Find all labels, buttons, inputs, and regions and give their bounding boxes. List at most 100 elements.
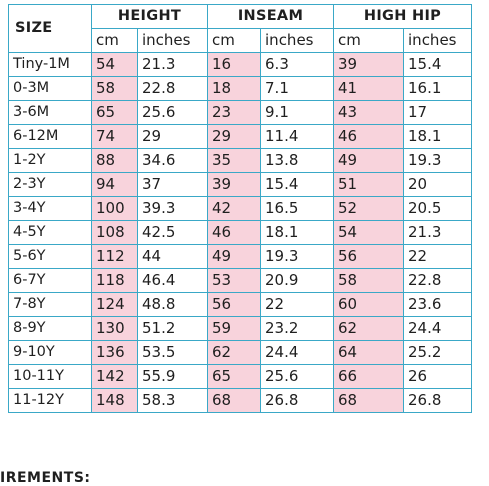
height-cm-cell: 124 [91, 292, 138, 317]
unit-label: inches [136, 28, 209, 53]
table-row: 10-11Y 142 55.9 65 25.6 66 26 [8, 364, 473, 389]
height-cm-cell: 142 [91, 364, 138, 389]
inseam-inches-cell: 24.4 [260, 340, 335, 365]
size-cell: 8-9Y [8, 316, 92, 341]
unit-label: cm [333, 28, 405, 53]
inseam-cm-cell: 46 [207, 220, 262, 245]
size-cell: 1-2Y [8, 148, 92, 173]
height-cm-cell: 118 [91, 268, 138, 293]
height-cm-cell: 88 [91, 148, 138, 173]
height-inches-cell: 21.3 [136, 52, 209, 77]
high-hip-cm-cell: 64 [333, 340, 405, 365]
height-cm-cell: 112 [91, 244, 138, 269]
inseam-cm-cell: 29 [207, 124, 262, 149]
inseam-inches-cell: 26.8 [260, 388, 335, 413]
size-cell: 3-4Y [8, 196, 92, 221]
height-inches-cell: 34.6 [136, 148, 209, 173]
height-inches-cell: 44 [136, 244, 209, 269]
high-hip-inches-cell: 17 [403, 100, 473, 125]
height-cm-cell: 130 [91, 316, 138, 341]
inseam-inches-cell: 23.2 [260, 316, 335, 341]
inseam-inches-cell: 16.5 [260, 196, 335, 221]
high-hip-inches-cell: 18.1 [403, 124, 473, 149]
size-chart-body: Tiny-1M 54 21.3 16 6.3 39 15.4 0-3M 58 22.8 18 7.1 4… [8, 52, 473, 413]
inseam-inches-cell: 22 [260, 292, 335, 317]
high-hip-column-header: HIGH HIP [333, 4, 473, 29]
table-row: 1-2Y 88 34.6 35 13.8 49 19.3 [8, 148, 473, 173]
table-row: 3-6M 65 25.6 23 9.1 43 17 [8, 100, 473, 125]
high-hip-inches-cell: 26 [403, 364, 473, 389]
header-row: SIZE HEIGHT INSEAM HIGH HIP [8, 4, 473, 53]
high-hip-cm-cell: 43 [333, 100, 405, 125]
size-cell: 5-6Y [8, 244, 92, 269]
high-hip-cm-cell: 49 [333, 148, 405, 173]
table-row: 6-7Y 118 46.4 53 20.9 58 22.8 [8, 268, 473, 293]
high-hip-inches-cell: 16.1 [403, 76, 473, 101]
inseam-cm-cell: 56 [207, 292, 262, 317]
inseam-inches-cell: 13.8 [260, 148, 335, 173]
high-hip-cm-cell: 58 [333, 268, 405, 293]
height-cm-cell: 136 [91, 340, 138, 365]
table-row: 8-9Y 130 51.2 59 23.2 62 24.4 [8, 316, 473, 341]
high-hip-cm-cell: 68 [333, 388, 405, 413]
table-row: 4-5Y 108 42.5 46 18.1 54 21.3 [8, 220, 473, 245]
height-inches-cell: 29 [136, 124, 209, 149]
size-cell: 9-10Y [8, 340, 92, 365]
inseam-cm-cell: 39 [207, 172, 262, 197]
high-hip-cm-cell: 51 [333, 172, 405, 197]
high-hip-cm-cell: 52 [333, 196, 405, 221]
height-inches-cell: 51.2 [136, 316, 209, 341]
high-hip-inches-cell: 21.3 [403, 220, 473, 245]
high-hip-cm-cell: 54 [333, 220, 405, 245]
high-hip-inches-cell: 23.6 [403, 292, 473, 317]
size-cell: 6-7Y [8, 268, 92, 293]
height-cm-cell: 94 [91, 172, 138, 197]
inseam-cm-cell: 62 [207, 340, 262, 365]
table-row: 2-3Y 94 37 39 15.4 51 20 [8, 172, 473, 197]
height-inches-cell: 53.5 [136, 340, 209, 365]
inseam-cm-cell: 68 [207, 388, 262, 413]
height-inches-cell: 58.3 [136, 388, 209, 413]
size-cell: 2-3Y [8, 172, 92, 197]
height-column-header: HEIGHT [90, 4, 209, 29]
inseam-inches-cell: 15.4 [260, 172, 335, 197]
table-row: 9-10Y 136 53.5 62 24.4 64 25.2 [8, 340, 473, 365]
high-hip-inches-cell: 20 [403, 172, 473, 197]
high-hip-inches-cell: 20.5 [403, 196, 473, 221]
inseam-inches-cell: 18.1 [260, 220, 335, 245]
table-row: 6-12M 74 29 29 11.4 46 18.1 [8, 124, 473, 149]
inseam-cm-cell: 35 [207, 148, 262, 173]
high-hip-inches-cell: 26.8 [403, 388, 473, 413]
inseam-inches-cell: 6.3 [260, 52, 335, 77]
height-cm-cell: 100 [91, 196, 138, 221]
inseam-inches-cell: 7.1 [260, 76, 335, 101]
height-inches-cell: 55.9 [136, 364, 209, 389]
size-chart-table: SIZE HEIGHT INSEAM HIGH HIP cm inches cm… [8, 4, 473, 413]
height-cm-cell: 65 [91, 100, 138, 125]
high-hip-cm-cell: 41 [333, 76, 405, 101]
height-inches-cell: 37 [136, 172, 209, 197]
high-hip-cm-cell: 46 [333, 124, 405, 149]
unit-label: cm [207, 28, 262, 53]
height-cm-cell: 54 [91, 52, 138, 77]
inseam-column-header: INSEAM [207, 4, 335, 29]
size-cell: Tiny-1M [8, 52, 92, 77]
unit-label: inches [260, 28, 335, 53]
inseam-inches-cell: 11.4 [260, 124, 335, 149]
size-cell: 0-3M [8, 76, 92, 101]
high-hip-inches-cell: 19.3 [403, 148, 473, 173]
table-row: 3-4Y 100 39.3 42 16.5 52 20.5 [8, 196, 473, 221]
high-hip-cm-cell: 39 [333, 52, 405, 77]
inseam-inches-cell: 19.3 [260, 244, 335, 269]
high-hip-cm-cell: 66 [333, 364, 405, 389]
height-inches-cell: 39.3 [136, 196, 209, 221]
size-cell: 11-12Y [8, 388, 92, 413]
height-inches-cell: 48.8 [136, 292, 209, 317]
high-hip-cm-cell: 60 [333, 292, 405, 317]
inseam-inches-cell: 20.9 [260, 268, 335, 293]
unit-label: inches [403, 28, 473, 53]
inseam-cm-cell: 18 [207, 76, 262, 101]
inseam-cm-cell: 42 [207, 196, 262, 221]
inseam-cm-cell: 65 [207, 364, 262, 389]
inseam-cm-cell: 53 [207, 268, 262, 293]
